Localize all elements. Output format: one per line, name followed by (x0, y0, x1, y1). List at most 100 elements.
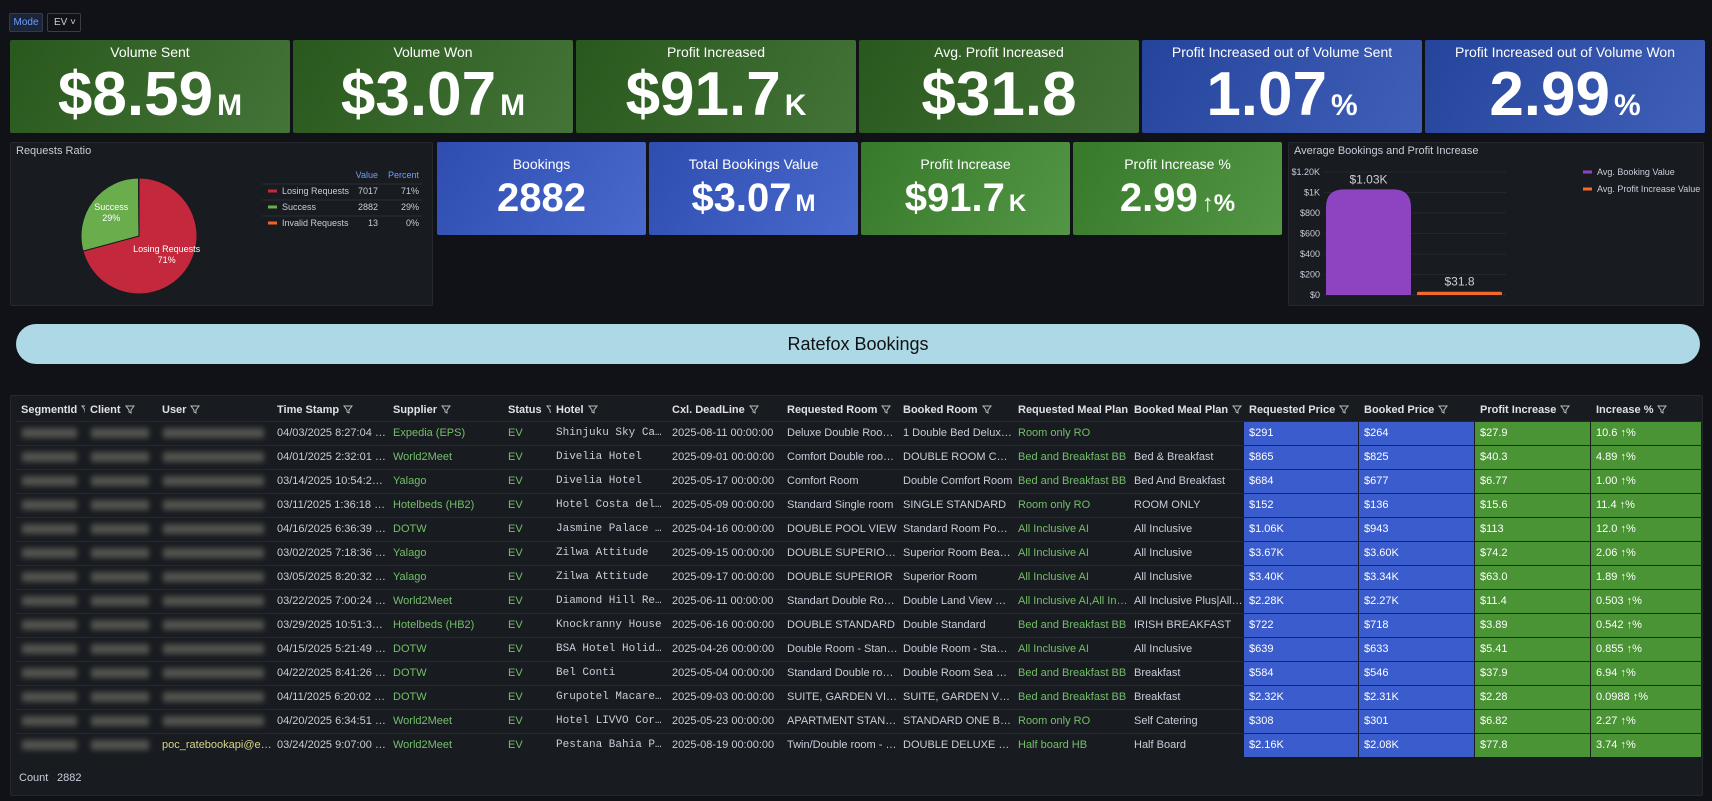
table-cell: $677 (1364, 475, 1389, 487)
table-cell: $2.28K (1249, 595, 1284, 607)
redacted (163, 716, 264, 726)
table-cell: All Inclusive AI (1018, 643, 1089, 655)
filter-icon[interactable] (190, 405, 201, 414)
column-header[interactable]: Requested Room (782, 401, 898, 419)
column-title: Booked Meal Plan (1134, 404, 1229, 416)
column-header[interactable]: Requested Price (1244, 401, 1359, 419)
filter-icon[interactable] (1657, 405, 1668, 414)
table-cell: Bed and Breakfast BB (1018, 667, 1127, 679)
column-header[interactable]: Time Stamp (272, 401, 388, 419)
row-divider (16, 709, 1702, 710)
table-cell: DOTW (393, 667, 427, 679)
filter-icon[interactable] (748, 405, 759, 414)
table-cell: $27.9 (1480, 427, 1508, 439)
stat-value: 2882 (437, 178, 646, 218)
table-cell: Bed and Breakfast BB (1018, 619, 1127, 631)
table-cell: 0.542 ↑% (1596, 619, 1642, 631)
table-cell: Hotelbeds (HB2) (393, 499, 475, 511)
table-cell: Double Comfort Room (903, 475, 1013, 487)
filter-icon[interactable] (881, 405, 892, 414)
table-cell: 11.4 ↑% (1596, 499, 1635, 511)
filter-icon[interactable] (545, 405, 551, 414)
filter-icon[interactable] (1232, 405, 1243, 414)
table-cell: 2025-08-19 00:00:00 (672, 739, 775, 751)
table-cell: Shinjuku Sky Caps (556, 427, 667, 439)
column-header[interactable]: Hotel (551, 401, 667, 419)
row-divider (16, 493, 1702, 494)
redacted (163, 500, 264, 510)
table-cell: poc_ratebookapi@esky (162, 739, 272, 751)
mode-dropdown[interactable]: EV ˅ (47, 13, 81, 32)
redacted (22, 740, 77, 750)
table-cell: $2.32K (1249, 691, 1284, 703)
stat-unit: M (795, 190, 816, 217)
column-header[interactable]: Booked Meal Plan (1129, 401, 1244, 419)
column-header[interactable]: Booked Price (1359, 401, 1475, 419)
redacted (91, 644, 149, 654)
filter-icon[interactable] (343, 405, 354, 414)
table-cell: Comfort Double room (fu (787, 451, 898, 463)
table-cell: DOUBLE DELUXE ROOM (903, 739, 1013, 751)
redacted (91, 548, 149, 558)
table-cell: $943 (1364, 523, 1389, 535)
redacted (22, 620, 77, 630)
stat-title: Profit Increase (920, 156, 1011, 172)
table-cell: Hotelbeds (HB2) (393, 619, 475, 631)
filter-icon[interactable] (1560, 405, 1571, 414)
table-cell: 2025-09-15 00:00:00 (672, 547, 775, 559)
stat-panel: Avg. Profit Increased $31.8 (859, 40, 1139, 133)
table-cell: STANDARD ONE BEDROOM (903, 715, 1013, 727)
stat-panel: Profit Increased out of Volume Sent 1.07% (1142, 40, 1422, 133)
column-header[interactable]: Booked Room (898, 401, 1013, 419)
table-cell: 2025-05-04 00:00:00 (672, 667, 775, 679)
table-cell: 04/03/2025 8:27:04 pm (277, 427, 388, 439)
table-cell: Bed and Breakfast BB (1018, 691, 1127, 703)
redacted (22, 572, 77, 582)
requests-ratio-panel (10, 142, 433, 306)
table-cell: $152 (1249, 499, 1274, 511)
filter-shape (748, 405, 759, 414)
table-cell: 12.0 ↑% (1596, 523, 1636, 535)
row-divider (16, 445, 1702, 446)
filter-icon[interactable] (124, 405, 135, 414)
column-title: Cxl. DeadLine (672, 404, 745, 416)
table-cell: EV (508, 619, 523, 631)
stat-number: $91.7 (625, 60, 781, 129)
mode-label: Mode (9, 13, 43, 32)
filter-icon[interactable] (1438, 405, 1449, 414)
column-header[interactable]: Client (85, 401, 157, 419)
table-cell: $639 (1249, 643, 1274, 655)
column-header[interactable]: Increase % (1591, 401, 1702, 419)
table-cell: Bed and Breakfast BB (1018, 475, 1127, 487)
table-cell: All Inclusive Plus|All Incl (1134, 595, 1244, 607)
filter-icon[interactable] (441, 405, 452, 414)
table-cell: APARTMENT STANDARD (787, 715, 898, 727)
filter-icon[interactable] (587, 405, 598, 414)
table-cell: EV (508, 571, 523, 583)
redacted (91, 476, 149, 486)
table-cell: 04/15/2025 5:21:49 pm (277, 643, 388, 655)
table-cell: Bed And Breakfast (1134, 475, 1226, 487)
table-cell: DOTW (393, 523, 427, 535)
filter-icon[interactable] (1339, 405, 1350, 414)
table-cell: EV (508, 595, 523, 607)
column-header[interactable]: User (157, 401, 272, 419)
column-header[interactable]: Supplier (388, 401, 503, 419)
redacted (91, 620, 149, 630)
table-cell: 2025-04-26 00:00:00 (672, 643, 775, 655)
table-cell: All Inclusive AI (1018, 571, 1089, 583)
column-header[interactable]: Requested Meal Plan (1013, 401, 1129, 419)
column-header[interactable]: SegmentId (16, 401, 85, 419)
filter-icon[interactable] (981, 405, 992, 414)
column-header[interactable]: Status (503, 401, 551, 419)
redacted (22, 524, 77, 534)
column-header[interactable]: Cxl. DeadLine (667, 401, 782, 419)
table-cell: Breakfast (1134, 691, 1181, 703)
table-cell: Pestana Bahia Pra (556, 739, 667, 751)
table-cell: SUITE, GARDEN VIEW, B (787, 691, 898, 703)
table-cell: Standard Room Pool View (903, 523, 1013, 535)
column-header[interactable]: Profit Increase (1475, 401, 1591, 419)
filter-shape (1438, 405, 1449, 414)
column-title: Booked Room (903, 404, 978, 416)
table-cell: 1.89 ↑% (1596, 571, 1636, 583)
